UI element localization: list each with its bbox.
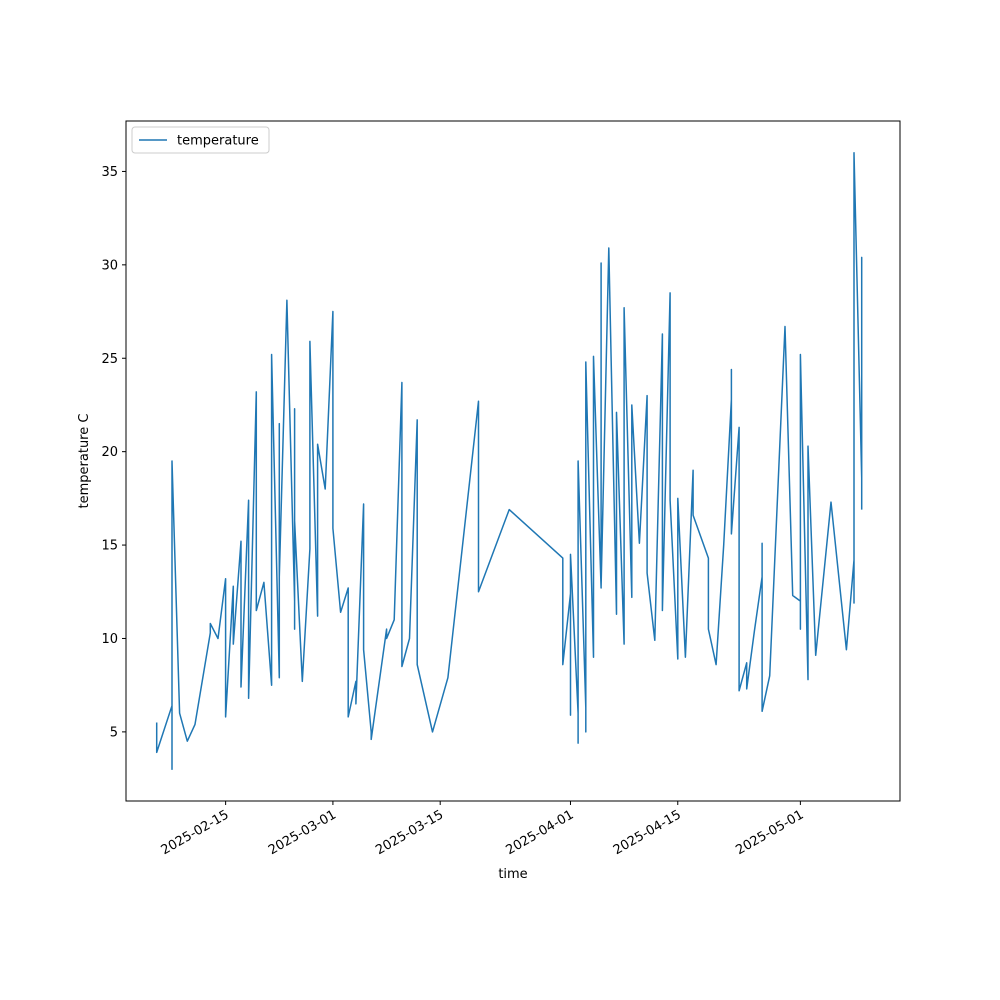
plot-frame: [125, 120, 901, 802]
data-line: [155, 152, 863, 770]
y-tick-label: 15: [101, 539, 118, 554]
legend-label: temperature: [177, 134, 259, 149]
y-axis-label: temperature C: [77, 414, 92, 509]
x-axis-label: time: [498, 867, 527, 882]
y-tick-label: 20: [101, 445, 118, 460]
x-tick-label: 2025-02-15: [159, 807, 232, 858]
y-tick-label: 10: [101, 632, 118, 647]
y-tick-label: 35: [101, 165, 118, 180]
legend-box: [131, 126, 270, 154]
y-tick-label: 25: [101, 352, 118, 367]
x-tick-label: 2025-03-01: [266, 807, 339, 858]
y-tick-label: 5: [110, 725, 118, 740]
y-tick-label: 30: [101, 258, 118, 273]
x-tick-label: 2025-05-01: [733, 807, 806, 858]
x-tick-label: 2025-03-15: [373, 807, 446, 858]
x-tick-label: 2025-04-15: [611, 807, 684, 858]
x-tick-label: 2025-04-01: [504, 807, 577, 858]
